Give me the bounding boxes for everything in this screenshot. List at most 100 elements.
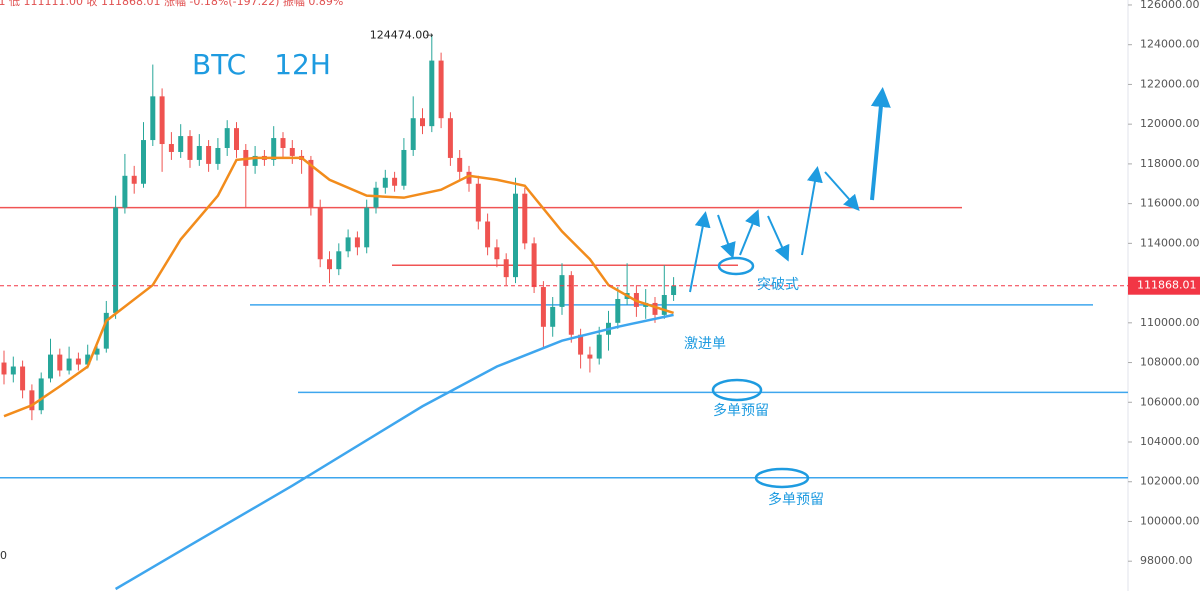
candle-body — [280, 138, 286, 148]
candle-body — [289, 147, 295, 156]
candle-body — [336, 251, 342, 270]
y-tick-label: 100000.00 — [1140, 514, 1200, 527]
y-tick-label: 104000.00 — [1140, 435, 1200, 448]
candle-body — [475, 183, 481, 222]
candle-body — [1, 362, 7, 375]
candle-body — [457, 157, 463, 172]
candle-body — [327, 259, 332, 270]
candle-body — [568, 275, 574, 335]
high-arrow: → — [426, 31, 434, 41]
annotation: 多单预留 — [713, 402, 769, 419]
candle-body — [234, 128, 239, 150]
candle-body — [224, 128, 230, 148]
candle-body — [410, 118, 416, 150]
y-tick-label: 122000.00 — [1140, 77, 1200, 90]
arrow — [824, 171, 860, 211]
candle-body — [559, 275, 565, 307]
arrow — [739, 209, 760, 256]
candle-body — [392, 177, 398, 186]
y-tick-label: 110000.00 — [1140, 316, 1200, 329]
candle-body — [420, 118, 425, 127]
ellipse — [717, 256, 755, 276]
candle-body — [196, 146, 202, 160]
candle-body — [522, 193, 528, 244]
candle-body — [178, 136, 184, 152]
last-price-label: 111868.01 — [1137, 279, 1197, 292]
candle-body — [345, 237, 351, 252]
header-info: 2104.41 低 111111.00 收 111868.01 涨幅 -0.18… — [0, 0, 343, 8]
candle-body — [447, 118, 453, 158]
arrow — [717, 214, 736, 259]
candle-body — [66, 358, 72, 371]
arrow — [801, 166, 823, 256]
annotation: 多单预留 — [768, 491, 824, 508]
candle-body — [141, 140, 146, 184]
candle-body — [103, 312, 109, 349]
candle-body — [373, 187, 379, 208]
moving-average — [3, 156, 674, 418]
candle-body — [122, 175, 128, 208]
candle-body — [429, 60, 435, 127]
y-tick-label: 120000.00 — [1140, 117, 1200, 130]
candle-body — [550, 306, 556, 327]
candle-body — [57, 354, 63, 371]
candle-body — [485, 221, 491, 248]
candle-body — [382, 177, 388, 188]
candle-body — [113, 207, 119, 313]
candle-body — [540, 287, 546, 327]
candle-body — [652, 302, 658, 315]
candle-body — [187, 136, 193, 160]
ellipse — [754, 467, 810, 489]
arrow — [689, 211, 711, 293]
candle-body — [494, 247, 500, 260]
last-price-box — [1128, 276, 1200, 295]
candle-body — [503, 259, 509, 278]
y-tick-label: 126000.00 — [1140, 0, 1200, 11]
annotation: 突破式 — [757, 277, 799, 293]
candle-body — [85, 354, 91, 365]
candle-body — [661, 295, 667, 315]
arrow — [870, 87, 891, 201]
drawings — [689, 87, 891, 489]
candle-body — [578, 334, 584, 355]
candle-body — [671, 285, 677, 296]
candle-body — [271, 138, 277, 160]
candle-body — [252, 155, 258, 166]
y-tick-label: 114000.00 — [1140, 236, 1200, 249]
chart-title: BTC 12H — [192, 48, 331, 81]
candle-body — [531, 243, 537, 288]
y-tick-label: 102000.00 — [1140, 475, 1200, 488]
candle-body — [20, 366, 26, 391]
moving-average — [114, 313, 674, 591]
candle-body — [364, 207, 370, 248]
arrow — [767, 215, 790, 262]
candle-body — [10, 366, 16, 375]
ellipse — [711, 378, 763, 402]
candle-body — [168, 144, 174, 152]
candle-body — [596, 334, 602, 359]
candle-body — [206, 146, 212, 164]
candle-body — [75, 358, 81, 365]
y-tick-label: 118000.00 — [1140, 157, 1200, 170]
y-tick-label: 116000.00 — [1140, 197, 1200, 210]
candle-body — [587, 354, 593, 359]
candle-body — [48, 354, 53, 379]
candle-body — [354, 237, 360, 248]
y-tick-label: 124000.00 — [1140, 38, 1200, 51]
candle-body — [615, 298, 621, 323]
y-tick-label: 108000.00 — [1140, 356, 1200, 369]
candle-body — [317, 207, 323, 260]
candle-body — [29, 390, 35, 411]
candle-body — [466, 171, 472, 184]
high-label: 124474.00 — [370, 28, 430, 41]
candle-body — [131, 175, 137, 184]
candle-body — [159, 96, 165, 145]
annotation: 激进单 — [684, 335, 726, 352]
y-tick-label: 98000.00 — [1140, 554, 1193, 567]
candle-body — [94, 348, 100, 355]
corner-label: 0 — [0, 549, 7, 562]
candle-body — [401, 149, 407, 186]
candle-body — [513, 193, 518, 278]
candle-body — [438, 60, 444, 119]
